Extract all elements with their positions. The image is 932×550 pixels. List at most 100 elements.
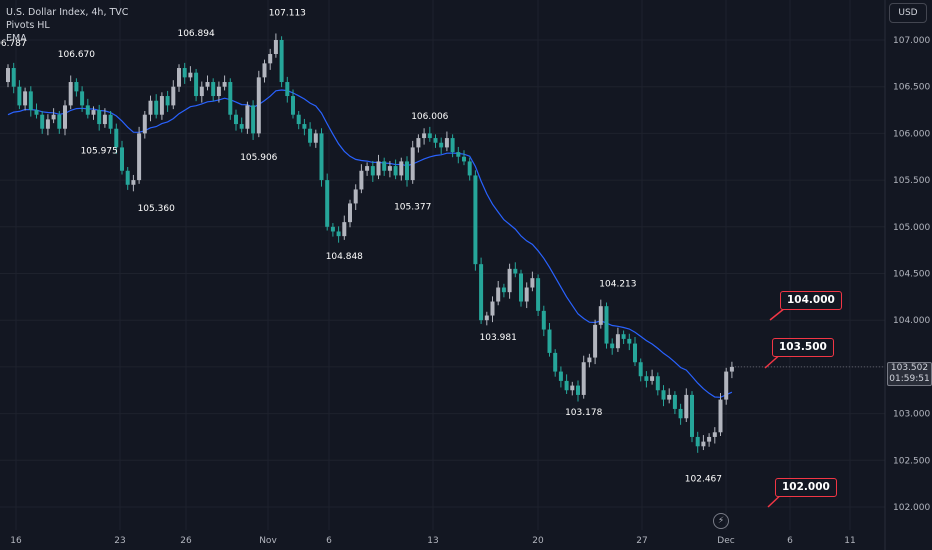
time-tick-label: 13 <box>427 536 438 546</box>
time-tick-label: 27 <box>636 536 647 546</box>
candle-body <box>234 114 238 125</box>
pivot-label: 107.113 <box>269 8 306 18</box>
candle-body <box>558 371 563 381</box>
candle-body <box>695 436 700 447</box>
candle-body <box>450 138 455 153</box>
time-tick-label: 6 <box>787 536 793 546</box>
candle-body <box>576 385 580 395</box>
candle-body <box>177 68 181 87</box>
candle-body <box>342 222 347 237</box>
candle-body <box>621 334 626 339</box>
candle-body <box>325 180 330 227</box>
candle-body <box>587 357 592 363</box>
ema-line <box>7 89 733 398</box>
candle-body <box>718 399 723 433</box>
candle-body <box>228 82 233 115</box>
candle-body <box>302 124 307 129</box>
pivot-label: 105.906 <box>240 153 277 163</box>
candle-body <box>444 138 449 148</box>
indicator-pivots-label[interactable]: Pivots HL <box>6 20 50 31</box>
candle-body <box>547 329 552 353</box>
candle-body <box>330 226 335 232</box>
candle-body <box>427 133 432 139</box>
candle-body <box>650 376 655 381</box>
candle-body <box>313 133 318 143</box>
candle-body <box>91 110 96 115</box>
candle-body <box>251 105 256 134</box>
candle-body <box>6 68 10 83</box>
candle-body <box>154 100 159 115</box>
candle-body <box>336 231 341 237</box>
pivot-label: 106.006 <box>411 112 448 122</box>
candle-body <box>285 82 290 97</box>
candle-body <box>17 86 22 106</box>
candle-body <box>165 96 170 106</box>
candle-body <box>633 343 637 363</box>
candle-body <box>159 96 164 115</box>
candle-body <box>672 394 677 409</box>
candle-body <box>222 82 227 87</box>
price-axis[interactable]: 102.000102.500103.000103.500104.000104.5… <box>884 0 930 550</box>
candle-body <box>536 278 541 311</box>
price-tick-label: 106.500 <box>893 83 930 93</box>
candle-body <box>701 441 706 447</box>
pivot-label: 102.467 <box>685 474 722 484</box>
candle-body <box>667 394 672 400</box>
candle-body <box>439 142 444 148</box>
candle-body <box>80 91 85 106</box>
pivot-label: 106.894 <box>177 29 214 39</box>
candle-body <box>684 394 689 419</box>
indicator-ema-label[interactable]: EMA <box>6 33 27 44</box>
candle-body <box>729 366 734 372</box>
candle-body <box>712 432 717 437</box>
candle-body <box>51 114 56 120</box>
lightning-icon[interactable]: ⚡ <box>713 513 729 529</box>
ema-layer <box>7 89 885 398</box>
time-tick-label: 11 <box>844 536 855 546</box>
candle-body <box>553 352 558 372</box>
pivot-label: 105.360 <box>138 204 175 214</box>
pivot-label: 106.787 <box>0 39 27 49</box>
candle-body <box>194 72 199 97</box>
candle-body <box>405 161 409 181</box>
candle-body <box>85 105 90 115</box>
pivot-labels-layer: 106.787 106.670 105.975 105.360 106.894 105.9… <box>0 8 722 484</box>
candle-body <box>365 166 370 171</box>
time-axis[interactable]: 16 23 26 Nov 6 13 20 27 Dec 6 11 <box>10 536 855 546</box>
price-tick-label: 102.500 <box>893 456 930 466</box>
candle-body <box>581 362 586 395</box>
target-label-104000: 104.000 <box>780 291 842 310</box>
time-tick-label: 16 <box>10 536 22 546</box>
candle-body <box>638 362 643 377</box>
candle-body <box>348 203 352 223</box>
candle-body <box>279 40 284 83</box>
candle-body <box>467 161 472 176</box>
price-tick-label: 107.000 <box>893 36 930 46</box>
candle-body <box>68 82 73 106</box>
candle-body <box>205 82 210 87</box>
candle-body <box>11 68 16 87</box>
candle-body <box>490 301 495 316</box>
candle-body <box>610 343 615 349</box>
candle-body <box>615 334 620 349</box>
currency-button[interactable]: USD <box>889 3 927 23</box>
chart-grid <box>0 0 885 530</box>
pivot-label: 104.848 <box>326 252 363 262</box>
price-tick-label: 105.500 <box>893 176 930 186</box>
time-tick-label: Dec <box>717 536 734 546</box>
candle-body <box>120 147 124 171</box>
candles-layer <box>6 33 734 453</box>
candle-body <box>239 124 244 129</box>
candle-body <box>513 268 518 274</box>
candle-body <box>724 371 729 400</box>
candle-body <box>319 133 324 181</box>
candle-body <box>376 161 381 176</box>
candle-body <box>678 408 683 419</box>
candle-body <box>507 268 512 293</box>
candle-body <box>296 114 301 125</box>
symbol-title[interactable]: U.S. Dollar Index, 4h, TVC <box>6 7 129 18</box>
candle-body <box>262 63 267 78</box>
candle-body <box>530 278 535 288</box>
